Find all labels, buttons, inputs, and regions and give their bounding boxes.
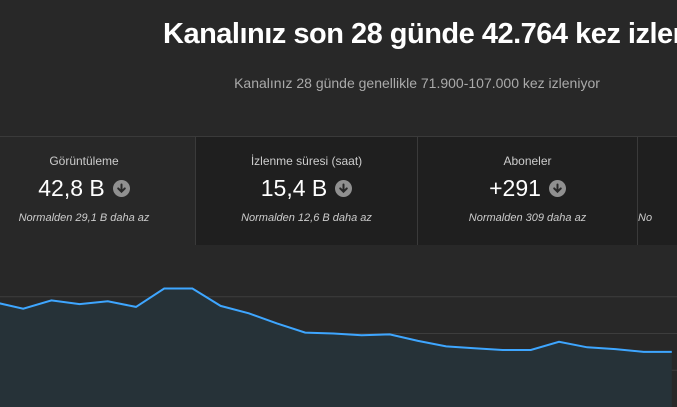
page-title: Kanalınız son 28 günde 42.764 kez izlend… <box>163 18 677 50</box>
metric-tabs: Görüntüleme 42,8 B Normalden 29,1 B daha… <box>0 136 677 245</box>
metric-note: No <box>638 212 653 224</box>
arrow-down-circle-icon <box>112 180 130 197</box>
metric-tab-views[interactable]: Görüntüleme 42,8 B Normalden 29,1 B daha… <box>0 137 196 245</box>
metric-tab-partial[interactable]: No <box>638 137 677 245</box>
views-chart[interactable] <box>0 244 677 407</box>
metric-tab-watch-time[interactable]: İzlenme süresi (saat) 15,4 B Normalden 1… <box>196 137 418 245</box>
page-subtitle: Kanalınız 28 günde genellikle 71.900-107… <box>234 75 600 91</box>
arrow-down-circle-icon <box>548 180 566 197</box>
arrow-down-circle-icon <box>335 180 353 197</box>
metric-value: 42,8 B <box>38 175 105 201</box>
series-line <box>0 287 672 353</box>
area-fill <box>0 288 672 407</box>
metric-note: Normalden 309 daha az <box>468 212 587 224</box>
metric-label: Görüntüleme <box>49 154 119 168</box>
metric-tab-subscribers[interactable]: Aboneler +291 Normalden 309 daha az <box>418 137 638 245</box>
metric-note: Normalden 29,1 B daha az <box>18 212 150 224</box>
metric-value: +291 <box>489 175 541 201</box>
metric-label: İzlenme süresi (saat) <box>250 154 363 168</box>
metric-value: 15,4 B <box>260 175 328 201</box>
metric-label: Aboneler <box>503 154 552 168</box>
metric-note: Normalden 12,6 B daha az <box>241 212 372 224</box>
